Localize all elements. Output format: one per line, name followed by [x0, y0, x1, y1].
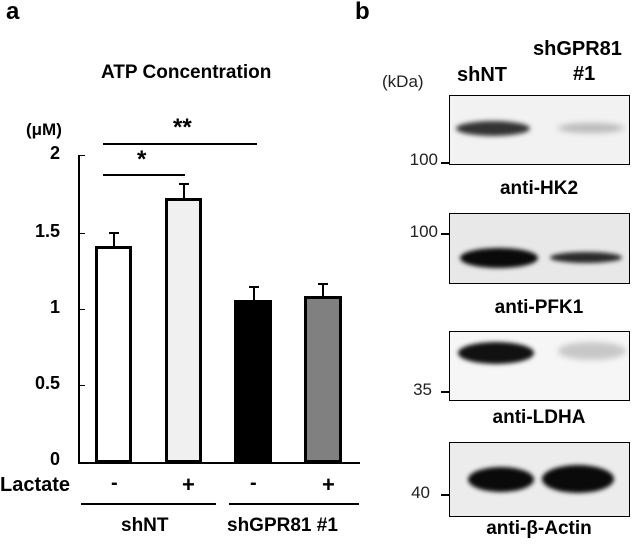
y-tick-label: 0: [49, 449, 60, 469]
band-shNT: [460, 248, 538, 268]
error-cap: [179, 183, 189, 185]
y-tick-0.5: [78, 385, 85, 386]
y-tick-label: 2: [49, 143, 60, 163]
band-shNT: [456, 121, 530, 136]
error-cap: [318, 283, 328, 285]
mw-tick: [441, 233, 449, 235]
band-shGPR81: [558, 342, 626, 360]
lane-label-shGPR81-line1: shGPR81: [533, 38, 622, 60]
error-bar: [322, 284, 324, 297]
y-tick-1: [78, 309, 85, 310]
band-shNT: [458, 342, 534, 364]
group-label-shNT: shNT: [121, 515, 169, 536]
y-tick-label: 1: [49, 297, 60, 317]
panel-a-letter: a: [6, 0, 20, 25]
y-tick-label: 0.5: [34, 373, 60, 393]
mw-tick: [441, 162, 449, 164]
group-label-shGPR81: shGPR81 #1: [227, 515, 338, 536]
mw-marker: 100: [409, 150, 438, 169]
mw-tick: [441, 494, 449, 496]
x-axis-line: [78, 462, 360, 464]
blot-pfk1: [449, 213, 630, 284]
blot-actin: [449, 442, 630, 517]
mw-marker: 40: [411, 483, 430, 502]
y-tick-label: 1.5: [34, 221, 60, 241]
bar-shNT-lactate: [165, 198, 202, 463]
lane-label-shNT: shNT: [457, 64, 507, 86]
error-cap: [249, 286, 259, 288]
significance-line-single: [103, 174, 185, 176]
antibody-label: anti-β-Actin: [486, 518, 592, 539]
band-shNT: [468, 467, 534, 492]
antibody-label: anti-PFK1: [494, 297, 584, 318]
y-tick-2: [78, 155, 85, 156]
bar-shGPR81-no-lactate: [234, 300, 272, 463]
mw-tick: [441, 391, 449, 393]
lactate-row-label: Lactate: [0, 474, 71, 496]
significance-line-double: [103, 143, 257, 145]
band-shGPR81: [542, 465, 614, 493]
error-bar: [113, 233, 115, 247]
lactate-sign: +: [182, 472, 195, 497]
blot-ldha: [449, 331, 630, 401]
lactate-sign: -: [250, 472, 257, 494]
significance-label-double: **: [173, 114, 192, 141]
lactate-sign: -: [111, 472, 118, 494]
error-cap: [109, 232, 119, 234]
mw-marker: 35: [413, 380, 432, 399]
error-bar: [183, 184, 185, 199]
panel-b-letter: b: [355, 0, 370, 25]
antibody-label: anti-HK2: [499, 178, 579, 199]
band-shGPR81: [550, 252, 622, 263]
y-axis-unit: (μM): [26, 120, 62, 139]
blot-hk2: [449, 95, 630, 165]
band-shGPR81: [558, 123, 624, 133]
bar-shNT-no-lactate: [95, 246, 132, 463]
group-line-shNT: [81, 503, 216, 505]
chart-title: ATP Concentration: [101, 62, 272, 83]
significance-label-single: *: [137, 146, 147, 173]
y-tick-1.5: [78, 233, 85, 234]
antibody-label: anti-LDHA: [492, 407, 586, 428]
mw-marker: 100: [409, 222, 438, 241]
lactate-sign: +: [322, 472, 335, 497]
group-line-shGPR81: [229, 503, 359, 505]
lane-label-shGPR81-line2: #1: [573, 63, 596, 85]
bar-shGPR81-lactate: [304, 296, 342, 463]
kda-unit-label: (kDa): [382, 72, 424, 91]
error-bar: [253, 287, 255, 301]
